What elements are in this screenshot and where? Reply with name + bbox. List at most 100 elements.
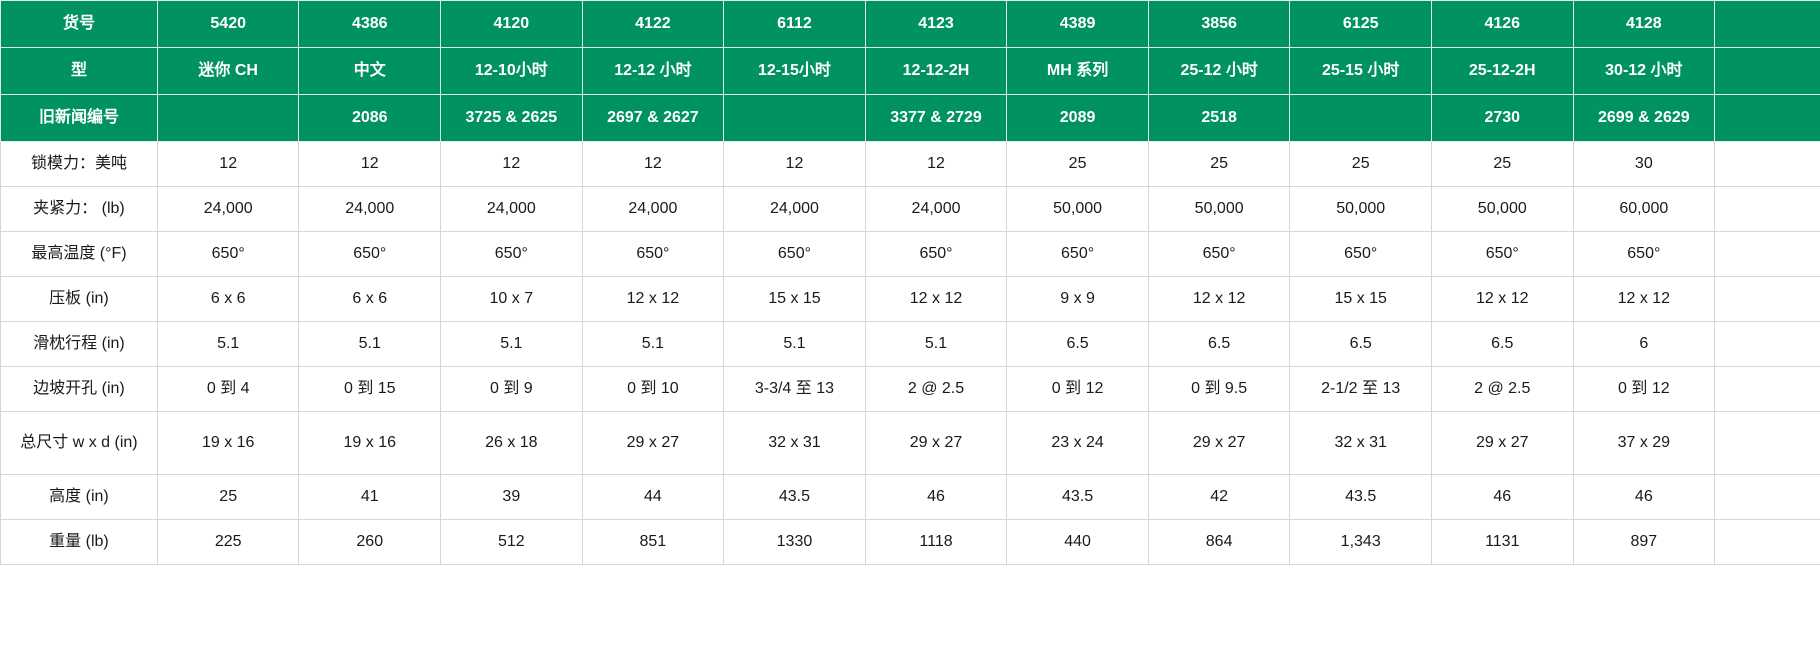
table-cell: 39 (440, 474, 583, 520)
table-cell-overflow (1714, 411, 1820, 475)
table-cell: 1,343 (1289, 519, 1432, 565)
table-cell: 50,000 (1430, 186, 1574, 232)
table-cell: 6 (1572, 321, 1716, 367)
table-cell: 1330 (723, 519, 866, 565)
table-cell-overflow (1714, 276, 1820, 322)
table-cell: 23 x 24 (1006, 411, 1149, 475)
table-cell-overflow (1714, 366, 1820, 412)
table-cell: 24,000 (440, 186, 583, 232)
table-cell: 440 (1006, 519, 1149, 565)
table-cell: 5420 (156, 0, 300, 48)
table-cell: 43.5 (723, 474, 866, 520)
table-cell-overflow (1714, 231, 1820, 277)
table-cell (156, 94, 300, 142)
table-cell: 12 (581, 141, 725, 187)
table-cell: 29 x 27 (864, 411, 1008, 475)
table-cell: 2-1/2 至 13 (1289, 366, 1432, 412)
table-cell-overflow (1714, 474, 1820, 520)
table-cell-overflow (1714, 47, 1820, 95)
table-cell: 3-3/4 至 13 (723, 366, 866, 412)
table-cell: 225 (156, 519, 300, 565)
table-cell-overflow (1714, 94, 1820, 142)
row-label: 型 (0, 47, 158, 95)
table-cell: 1131 (1430, 519, 1574, 565)
spec-table-container: 货号 5420 4386 4120 4122 6112 4123 4389 3856 6125 41… (0, 0, 1820, 565)
table-cell: 24,000 (864, 186, 1008, 232)
table-cell: 12-12 小时 (581, 47, 725, 95)
table-cell: 650° (156, 231, 300, 277)
table-row: 高度 (in) 25 41 39 44 43.5 46 43.5 42 43.5 46 46 (0, 474, 1820, 520)
table-cell: 5.1 (723, 321, 866, 367)
table-cell: 25-12-2H (1430, 47, 1574, 95)
table-cell: 12-10小时 (440, 47, 583, 95)
table-cell: 24,000 (581, 186, 725, 232)
table-cell: 50,000 (1289, 186, 1432, 232)
table-cell: 6.5 (1430, 321, 1574, 367)
table-row: 锁模力：美吨 12 12 12 12 12 12 25 25 25 25 30 (0, 141, 1820, 187)
table-cell: 0 到 4 (156, 366, 300, 412)
row-label: 高度 (in) (0, 474, 158, 520)
table-cell: 512 (440, 519, 583, 565)
table-cell: 19 x 16 (298, 411, 442, 475)
table-cell: 25 (156, 474, 300, 520)
table-cell: 12 (156, 141, 300, 187)
table-cell: 9 x 9 (1006, 276, 1149, 322)
table-cell: 2089 (1006, 94, 1149, 142)
table-cell: 25 (1006, 141, 1149, 187)
table-cell: 25-12 小时 (1147, 47, 1291, 95)
table-cell: 4120 (440, 0, 583, 48)
table-cell: 12 (723, 141, 866, 187)
table-cell: 12 (440, 141, 583, 187)
table-cell: 26 x 18 (440, 411, 583, 475)
table-cell: 6.5 (1289, 321, 1432, 367)
table-row: 货号 5420 4386 4120 4122 6112 4123 4389 3856 6125 41… (0, 0, 1820, 48)
table-cell: 851 (581, 519, 725, 565)
table-cell: 32 x 31 (723, 411, 866, 475)
table-cell: 12-12-2H (864, 47, 1008, 95)
table-cell: 0 到 10 (581, 366, 725, 412)
table-cell: 29 x 27 (1147, 411, 1291, 475)
table-cell-overflow (1714, 186, 1820, 232)
table-cell: 12 x 12 (581, 276, 725, 322)
table-cell: 12 x 12 (1147, 276, 1291, 322)
table-cell: 15 x 15 (723, 276, 866, 322)
table-cell: 6 x 6 (298, 276, 442, 322)
table-cell: 650° (864, 231, 1008, 277)
spec-table: 货号 5420 4386 4120 4122 6112 4123 4389 3856 6125 41… (0, 0, 1820, 565)
row-label: 总尺寸 w x d (in) (0, 411, 158, 475)
table-cell: 30 (1572, 141, 1716, 187)
table-cell: 50,000 (1147, 186, 1291, 232)
table-cell: 1118 (864, 519, 1008, 565)
table-cell: 46 (1430, 474, 1574, 520)
table-cell: 46 (864, 474, 1008, 520)
table-cell: 12 (864, 141, 1008, 187)
table-cell: 24,000 (723, 186, 866, 232)
table-cell: 44 (581, 474, 725, 520)
table-cell: MH 系列 (1006, 47, 1149, 95)
table-cell: 46 (1572, 474, 1716, 520)
table-cell: 5.1 (864, 321, 1008, 367)
row-label: 夹紧力： (lb) (0, 186, 158, 232)
row-label: 边坡开孔 (in) (0, 366, 158, 412)
row-label: 压板 (in) (0, 276, 158, 322)
table-cell: 0 到 15 (298, 366, 442, 412)
table-cell: 12 (298, 141, 442, 187)
table-cell: 24,000 (156, 186, 300, 232)
row-label: 锁模力：美吨 (0, 141, 158, 187)
table-cell: 650° (1006, 231, 1149, 277)
table-cell: 0 到 9.5 (1147, 366, 1291, 412)
table-cell: 260 (298, 519, 442, 565)
table-cell: 32 x 31 (1289, 411, 1432, 475)
table-cell: 12 x 12 (1430, 276, 1574, 322)
table-cell: 5.1 (440, 321, 583, 367)
table-cell: 6112 (723, 0, 866, 48)
table-cell-overflow (1714, 0, 1820, 48)
table-cell: 650° (1289, 231, 1432, 277)
table-cell: 650° (1430, 231, 1574, 277)
table-row: 滑枕行程 (in) 5.1 5.1 5.1 5.1 5.1 5.1 6.5 6.5 6.5 6.5 6 (0, 321, 1820, 367)
row-label: 滑枕行程 (in) (0, 321, 158, 367)
table-row: 夹紧力： (lb) 24,000 24,000 24,000 24,000 24,000 2… (0, 186, 1820, 232)
table-cell: 50,000 (1006, 186, 1149, 232)
